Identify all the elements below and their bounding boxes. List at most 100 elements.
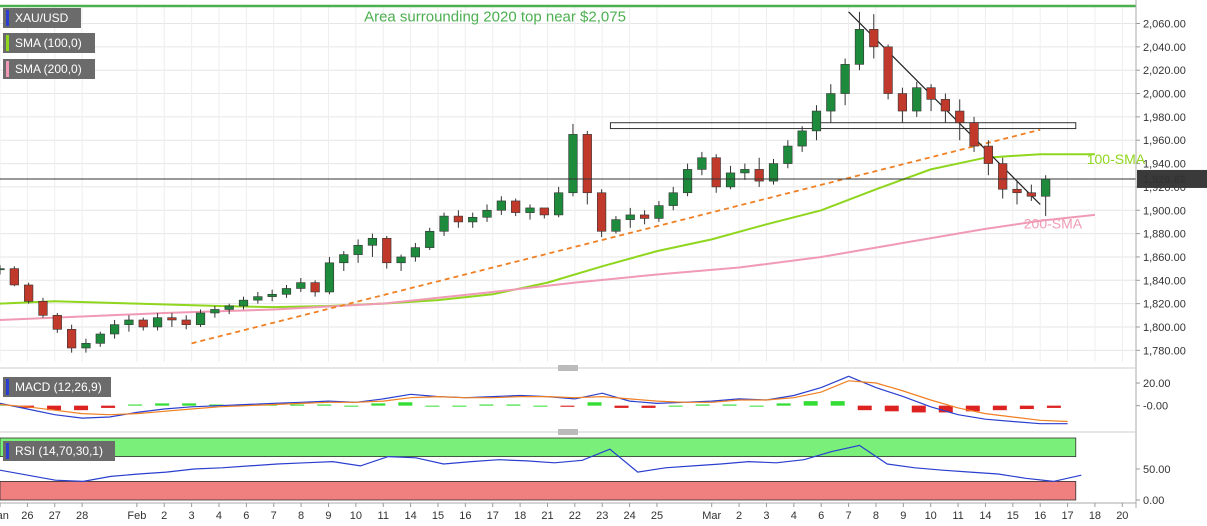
macd-histogram-bar [776, 403, 791, 406]
candle-body [740, 169, 750, 174]
y-tick-label: 1,860.00 [1143, 252, 1186, 264]
rsi-y-tick-label: 0.00 [1143, 495, 1164, 507]
y-tick-label: 1,880.00 [1143, 229, 1186, 241]
candle-body [840, 64, 850, 94]
candle-body [353, 244, 363, 255]
macd-histogram-bar [587, 402, 602, 406]
candle-body [1041, 178, 1051, 197]
x-tick-label: 2 [161, 510, 167, 522]
x-tick-label: 3 [189, 510, 195, 522]
x-tick-label: 6 [243, 510, 249, 522]
candle-body [167, 317, 177, 321]
candle-body [24, 284, 34, 302]
candle-body [52, 315, 62, 330]
macd-signal-line [0, 380, 1068, 423]
legend-swatch-macd [6, 379, 9, 395]
legend-sma100: SMA (100,0) [3, 33, 95, 53]
x-tick-label: 10 [350, 510, 362, 522]
x-tick-label: 2 [736, 510, 742, 522]
candle-body [983, 145, 993, 164]
y-tick-label: 2,060.00 [1143, 19, 1186, 31]
macd-histogram-bar [668, 405, 683, 407]
candle-body [883, 46, 893, 94]
rsi-line [0, 444, 1082, 483]
candle-body [854, 29, 865, 65]
macd-line [0, 375, 1068, 425]
x-tick-label: 15 [1007, 510, 1019, 522]
x-tick-label: 24 [623, 510, 635, 522]
candle-body [181, 319, 191, 325]
x-tick-label: 16 [1034, 510, 1046, 522]
candle-body [1012, 188, 1022, 194]
legend-rsi: RSI (14,70,30,1) [3, 441, 115, 461]
y-tick-label: 2,040.00 [1143, 42, 1186, 54]
candle-body [310, 282, 320, 293]
y-tick-label: 1,800.00 [1143, 322, 1186, 334]
macd-histogram-bar [1046, 405, 1061, 408]
candle-body [81, 343, 91, 349]
last-price-label: 1,926.82 [1143, 174, 1186, 186]
candle-body [238, 299, 249, 307]
candle-body [367, 237, 378, 246]
candle-body [955, 110, 965, 124]
y-tick-label: 1,960.00 [1143, 135, 1186, 147]
x-tick-label: 8 [298, 510, 304, 522]
candle-body [482, 209, 492, 218]
x-tick-label: 18 [1089, 510, 1101, 522]
macd-y-tick-label: 20.00 [1143, 378, 1171, 390]
candle-body [554, 192, 564, 216]
macd-y-tick-label: -0.00 [1143, 401, 1168, 413]
legend-swatch-sma100 [6, 35, 9, 51]
macd-histogram-bar [614, 405, 629, 408]
x-tick-label: 7 [846, 510, 852, 522]
candle-body [969, 122, 979, 147]
y-tick-label: 1,820.00 [1143, 299, 1186, 311]
candle-body [797, 130, 807, 147]
legend-macd: MACD (12,26,9) [3, 377, 111, 397]
macd-histogram-bar [47, 405, 62, 411]
y-tick-label: 2,000.00 [1143, 89, 1186, 101]
candle-body [453, 215, 463, 223]
macd-histogram-bar [128, 404, 143, 406]
legend-xauusd: XAU/USD [3, 8, 81, 28]
macd-histogram-bar [911, 405, 926, 413]
macd-histogram-bar [722, 404, 737, 406]
candle-body [639, 214, 650, 219]
x-tick-label: 28 [76, 510, 88, 522]
y-tick-label: 1,900.00 [1143, 205, 1186, 217]
candle-body [224, 305, 234, 310]
candle-body [582, 134, 592, 194]
x-tick-label: 4 [216, 510, 222, 522]
macd-histogram-bar [1019, 405, 1034, 410]
candle-body [511, 200, 521, 213]
x-tick-label: 15 [432, 510, 444, 522]
macd-histogram-bar [884, 405, 899, 412]
legend-label-sma200: SMA (200,0) [15, 62, 82, 76]
candle-body [625, 214, 635, 220]
macd-histogram-bar [155, 403, 170, 406]
x-tick-label: 9 [325, 510, 331, 522]
x-tick-label: 11 [952, 510, 963, 522]
candle-body [109, 324, 120, 335]
x-tick-label: 3 [763, 510, 769, 522]
candle-body [754, 169, 764, 182]
x-tick-label: Mar [702, 510, 721, 522]
candle-body [597, 192, 607, 232]
x-tick-label: 25 [651, 510, 663, 522]
candle-body [912, 87, 922, 112]
x-tick-label: Jan [0, 510, 9, 522]
candle-body [897, 93, 908, 112]
candle-body [382, 237, 392, 264]
candle-body [0, 268, 5, 271]
annotation-200-sma: 200-SMA [1024, 215, 1083, 231]
candle-body [324, 262, 335, 293]
macd-histogram-bar [317, 404, 332, 406]
x-tick-label: 11 [378, 510, 389, 522]
x-tick-label: 20 [1116, 510, 1128, 522]
candle-body [611, 219, 621, 232]
x-tick-label: 22 [569, 510, 581, 522]
candle-body [568, 134, 578, 194]
x-tick-label: 6 [818, 510, 824, 522]
trendline-support [191, 128, 1041, 345]
rsi-y-tick-label: 50.00 [1143, 464, 1171, 476]
